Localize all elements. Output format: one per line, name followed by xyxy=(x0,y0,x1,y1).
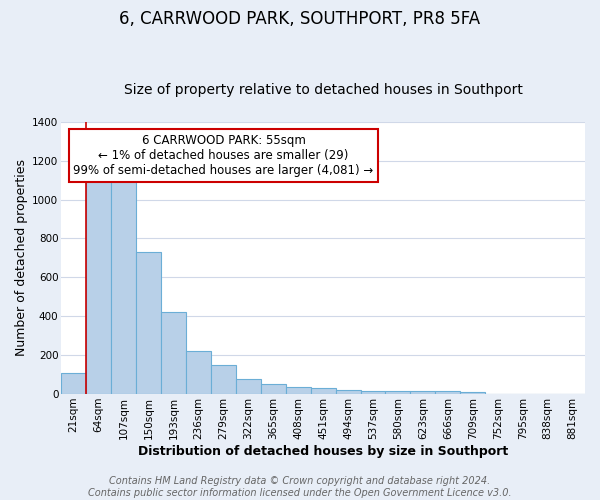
Bar xyxy=(361,391,385,394)
Bar xyxy=(436,391,460,394)
Text: 6 CARRWOOD PARK: 55sqm
← 1% of detached houses are smaller (29)
99% of semi-deta: 6 CARRWOOD PARK: 55sqm ← 1% of detached … xyxy=(73,134,374,177)
X-axis label: Distribution of detached houses by size in Southport: Distribution of detached houses by size … xyxy=(138,444,508,458)
Bar xyxy=(385,391,410,394)
Bar xyxy=(161,312,186,394)
Bar xyxy=(61,372,86,394)
Bar xyxy=(111,168,136,394)
Bar xyxy=(410,391,436,394)
Bar xyxy=(311,388,335,394)
Text: Contains HM Land Registry data © Crown copyright and database right 2024.
Contai: Contains HM Land Registry data © Crown c… xyxy=(88,476,512,498)
Bar xyxy=(186,352,211,394)
Title: Size of property relative to detached houses in Southport: Size of property relative to detached ho… xyxy=(124,83,523,97)
Bar xyxy=(286,387,311,394)
Bar xyxy=(460,392,485,394)
Text: 6, CARRWOOD PARK, SOUTHPORT, PR8 5FA: 6, CARRWOOD PARK, SOUTHPORT, PR8 5FA xyxy=(119,10,481,28)
Bar xyxy=(211,365,236,394)
Bar xyxy=(236,380,261,394)
Bar xyxy=(136,252,161,394)
Y-axis label: Number of detached properties: Number of detached properties xyxy=(15,160,28,356)
Bar xyxy=(261,384,286,394)
Bar xyxy=(86,168,111,394)
Bar xyxy=(335,390,361,394)
